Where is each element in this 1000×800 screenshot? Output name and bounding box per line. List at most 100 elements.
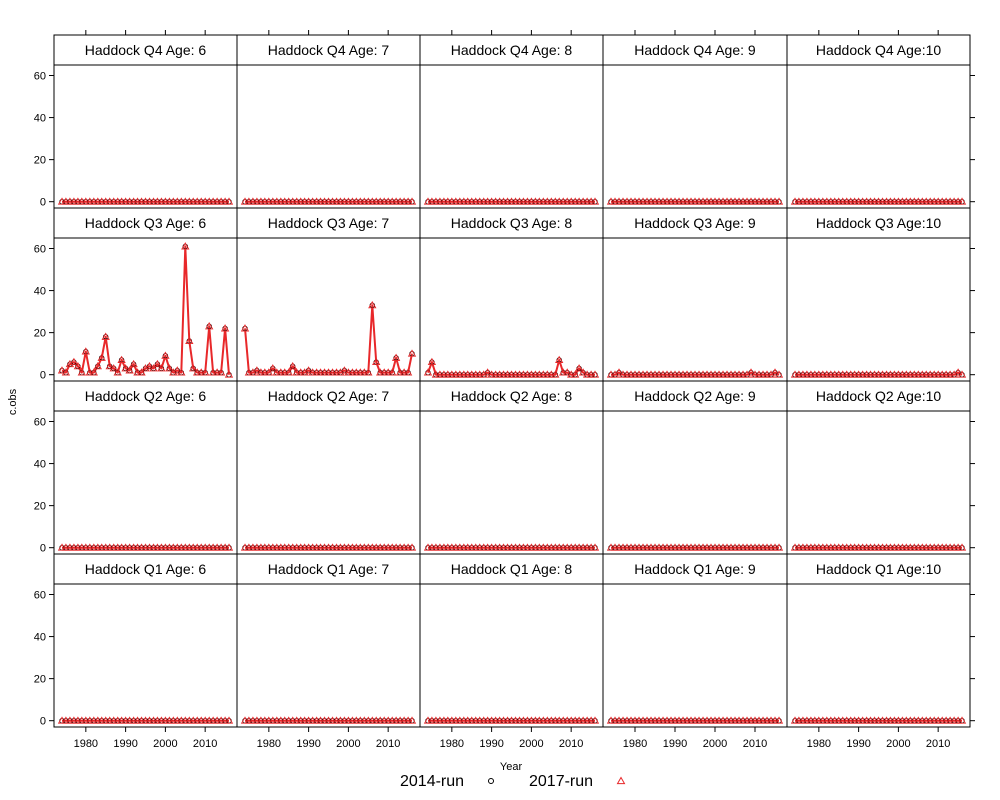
panel-title: Haddock Q4 Age:10 bbox=[816, 42, 942, 58]
y-tick-label: 60 bbox=[34, 417, 46, 429]
panel-title: Haddock Q1 Age: 9 bbox=[634, 561, 756, 577]
point-2017-run bbox=[77, 368, 86, 376]
x-tick-label: 2010 bbox=[376, 738, 400, 750]
point-2017-run bbox=[407, 543, 417, 551]
panel-title: Haddock Q2 Age: 9 bbox=[634, 388, 756, 404]
panel-strip bbox=[236, 553, 421, 585]
point-2017-run bbox=[614, 368, 624, 376]
point-2017-run bbox=[161, 351, 170, 359]
panel: Haddock Q3 Age: 6 bbox=[53, 207, 238, 382]
panel-title: Haddock Q1 Age: 6 bbox=[85, 561, 207, 577]
panel: Haddock Q2 Age:10 bbox=[786, 380, 971, 555]
point-2017-run bbox=[479, 370, 488, 378]
point-2017-run bbox=[407, 349, 417, 357]
point-2017-run bbox=[129, 359, 138, 368]
panel: Haddock Q1 Age:10 bbox=[786, 553, 971, 728]
point-2017-run bbox=[483, 368, 492, 376]
point-2017-run bbox=[141, 364, 150, 372]
y-tick-label: 0 bbox=[40, 716, 46, 728]
point-2017-run bbox=[423, 368, 433, 376]
panel: Haddock Q4 Age: 8 bbox=[419, 34, 604, 209]
panel-plot-area bbox=[602, 583, 788, 728]
point-2017-run bbox=[563, 368, 572, 376]
point-2017-run bbox=[364, 368, 373, 376]
point-2017-run bbox=[957, 197, 967, 205]
point-2017-run bbox=[153, 359, 162, 368]
panel-title: Haddock Q3 Age: 6 bbox=[85, 215, 207, 231]
point-2017-run bbox=[224, 197, 234, 205]
x-tick-label: 1990 bbox=[113, 738, 137, 750]
x-tick-label: 2000 bbox=[886, 738, 910, 750]
point-2017-run bbox=[137, 368, 146, 376]
point-2017-run bbox=[368, 300, 377, 309]
y-tick-label: 40 bbox=[34, 113, 46, 125]
y-tick-label: 20 bbox=[34, 674, 46, 686]
point-2017-run bbox=[113, 368, 122, 376]
point-2017-run bbox=[407, 197, 417, 205]
point-2017-run bbox=[403, 368, 413, 376]
panel-strip bbox=[236, 34, 421, 66]
panel: Haddock Q3 Age: 8 bbox=[419, 207, 604, 382]
point-2017-run bbox=[109, 364, 118, 372]
point-2017-run bbox=[65, 359, 75, 368]
panel-plot-area bbox=[236, 583, 421, 728]
y-tick-label: 60 bbox=[34, 71, 46, 83]
y-tick-label: 60 bbox=[34, 590, 46, 602]
panel-strip bbox=[53, 34, 238, 66]
panel: Haddock Q2 Age: 6 bbox=[53, 380, 238, 555]
panel: Haddock Q4 Age:10 bbox=[786, 34, 971, 209]
panel-strip bbox=[53, 553, 238, 585]
panel-title: Haddock Q4 Age: 9 bbox=[634, 42, 756, 58]
point-2017-run bbox=[590, 197, 600, 205]
point-2017-run bbox=[578, 368, 588, 376]
panel: Haddock Q1 Age: 7 bbox=[236, 553, 421, 728]
panel-title: Haddock Q2 Age: 7 bbox=[268, 388, 390, 404]
point-2017-run bbox=[949, 370, 959, 378]
panel-strip bbox=[602, 34, 788, 66]
point-2017-run bbox=[288, 361, 297, 370]
x-tick-label: 2010 bbox=[743, 738, 767, 750]
panel-plot-area bbox=[419, 410, 604, 555]
panel-title: Haddock Q3 Age: 7 bbox=[268, 215, 390, 231]
panel: Haddock Q2 Age: 8 bbox=[419, 380, 604, 555]
legend-label: 2014-run bbox=[400, 773, 464, 790]
point-2017-run bbox=[252, 366, 262, 374]
point-2017-run bbox=[264, 368, 273, 376]
point-2017-run bbox=[571, 370, 580, 378]
y-tick-label: 40 bbox=[34, 459, 46, 471]
y-tick-label: 20 bbox=[34, 155, 46, 167]
point-2017-run bbox=[774, 370, 784, 378]
panel-plot-area bbox=[53, 237, 238, 382]
panel-plot-area bbox=[236, 410, 421, 555]
x-tick-label: 1990 bbox=[296, 738, 320, 750]
point-2017-run bbox=[201, 368, 210, 376]
panel-title: Haddock Q2 Age: 6 bbox=[85, 388, 207, 404]
point-2017-run bbox=[590, 716, 600, 724]
point-2017-run bbox=[105, 361, 114, 370]
x-tick-label: 2010 bbox=[193, 738, 217, 750]
y-axis-title: c.obs bbox=[7, 388, 19, 415]
point-2017-run bbox=[590, 370, 600, 378]
point-2017-run bbox=[205, 321, 214, 330]
panel: Haddock Q4 Age: 7 bbox=[236, 34, 421, 209]
point-2017-run bbox=[169, 368, 178, 376]
point-2017-run bbox=[340, 366, 349, 374]
point-2017-run bbox=[101, 332, 110, 340]
x-tick-label: 2010 bbox=[926, 738, 950, 750]
panel-plot-area bbox=[419, 583, 604, 728]
x-tick-label: 1990 bbox=[663, 738, 687, 750]
panel-plot-area bbox=[602, 410, 788, 555]
point-2017-run bbox=[181, 242, 190, 250]
point-2017-run bbox=[590, 543, 600, 551]
x-tick-label: 1980 bbox=[623, 738, 647, 750]
y-tick-label: 60 bbox=[34, 244, 46, 256]
point-2017-run bbox=[957, 716, 967, 724]
series-line bbox=[795, 371, 963, 376]
point-2017-run bbox=[93, 361, 102, 370]
legend-label: 2017-run bbox=[529, 773, 593, 790]
y-tick-label: 20 bbox=[34, 328, 46, 340]
panel-plot-area bbox=[419, 64, 604, 209]
point-2017-run bbox=[774, 716, 784, 724]
point-2017-run bbox=[372, 357, 381, 366]
